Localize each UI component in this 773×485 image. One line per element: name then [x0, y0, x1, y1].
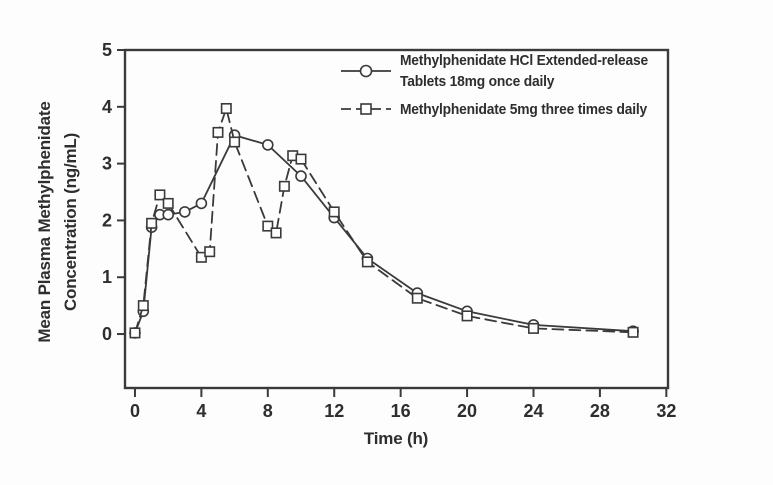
- ext-release-marker-circle: [195, 197, 208, 210]
- x-tick-label: 8: [263, 401, 273, 421]
- x-tick-label: 0: [130, 401, 140, 421]
- legend-label-tid-line1: Methylphenidate 5mg three times daily: [400, 100, 648, 118]
- tid-marker-square: [270, 227, 282, 239]
- legend-text-ext-release: Methylphenidate HCl Extended-release Tab…: [400, 50, 648, 92]
- y-axis-label: Mean Plasma Methylphenidate Concentratio…: [32, 32, 88, 412]
- tid-marker-square: [129, 327, 141, 339]
- tid-marker-square: [627, 326, 639, 338]
- tid-marker-square: [527, 322, 539, 334]
- tid-marker-square: [204, 246, 216, 258]
- tid-marker-square: [262, 220, 274, 232]
- y-tick-label: 5: [102, 40, 112, 60]
- y-tick-label: 0: [102, 324, 112, 344]
- tid-marker-square: [328, 206, 340, 218]
- y-tick-label: 4: [102, 97, 112, 117]
- x-tick-label: 4: [196, 401, 206, 421]
- legend-item-tid: Methylphenidate 5mg three times daily: [338, 98, 670, 120]
- ext-release-marker-circle: [295, 170, 307, 182]
- x-tick-label: 28: [590, 401, 610, 421]
- tid-marker-square: [361, 256, 373, 268]
- tid-marker-square: [220, 103, 232, 115]
- y-tick-label: 1: [102, 267, 112, 287]
- tid-marker-square: [295, 153, 307, 165]
- legend-text-tid: Methylphenidate 5mg three times daily: [400, 99, 647, 120]
- y-axis-label-line2: Concentration (ng/mL): [61, 132, 80, 312]
- tid-marker-square: [212, 126, 224, 138]
- plot-frame: [123, 48, 670, 390]
- ext-release-series-line: [134, 134, 634, 334]
- y-axis-label-line1: Mean Plasma Methylphenidate: [35, 101, 54, 343]
- ext-release-marker-circle: [162, 208, 174, 221]
- tid-marker-square: [146, 217, 158, 229]
- x-tick-label: 32: [656, 401, 676, 421]
- x-tick-label: 12: [324, 401, 344, 421]
- tid-marker-square: [461, 310, 473, 322]
- legend: Methylphenidate HCl Extended-release Tab…: [338, 50, 670, 120]
- tid-series-line: [134, 107, 634, 334]
- ext-release-marker-circle: [261, 139, 274, 151]
- legend-item-ext-release: Methylphenidate HCl Extended-release Tab…: [338, 50, 670, 92]
- tid-marker-square: [229, 136, 241, 148]
- tid-marker-square: [278, 180, 290, 192]
- y-tick-label: 2: [102, 210, 112, 230]
- x-tick-label: 24: [523, 401, 543, 421]
- tid-marker-square: [411, 292, 423, 304]
- x-axis-label: Time (h): [363, 429, 429, 448]
- x-tick-label: 16: [391, 401, 411, 421]
- tid-marker-square: [137, 300, 149, 312]
- tid-marker-square: [154, 189, 166, 201]
- legend-label-ext-release-line2: Tablets 18mg once daily: [400, 73, 555, 90]
- x-tick-label: 20: [457, 401, 477, 421]
- circle-marker-legend-icon: [341, 64, 391, 78]
- square-marker-legend-icon: [341, 103, 391, 115]
- y-tick-label: 3: [102, 154, 112, 174]
- legend-label-ext-release-line1: Methylphenidate HCl Extended-release: [400, 52, 648, 69]
- tid-marker-square: [162, 197, 174, 209]
- ext-release-marker-circle: [179, 206, 191, 218]
- tid-marker-square: [195, 251, 207, 263]
